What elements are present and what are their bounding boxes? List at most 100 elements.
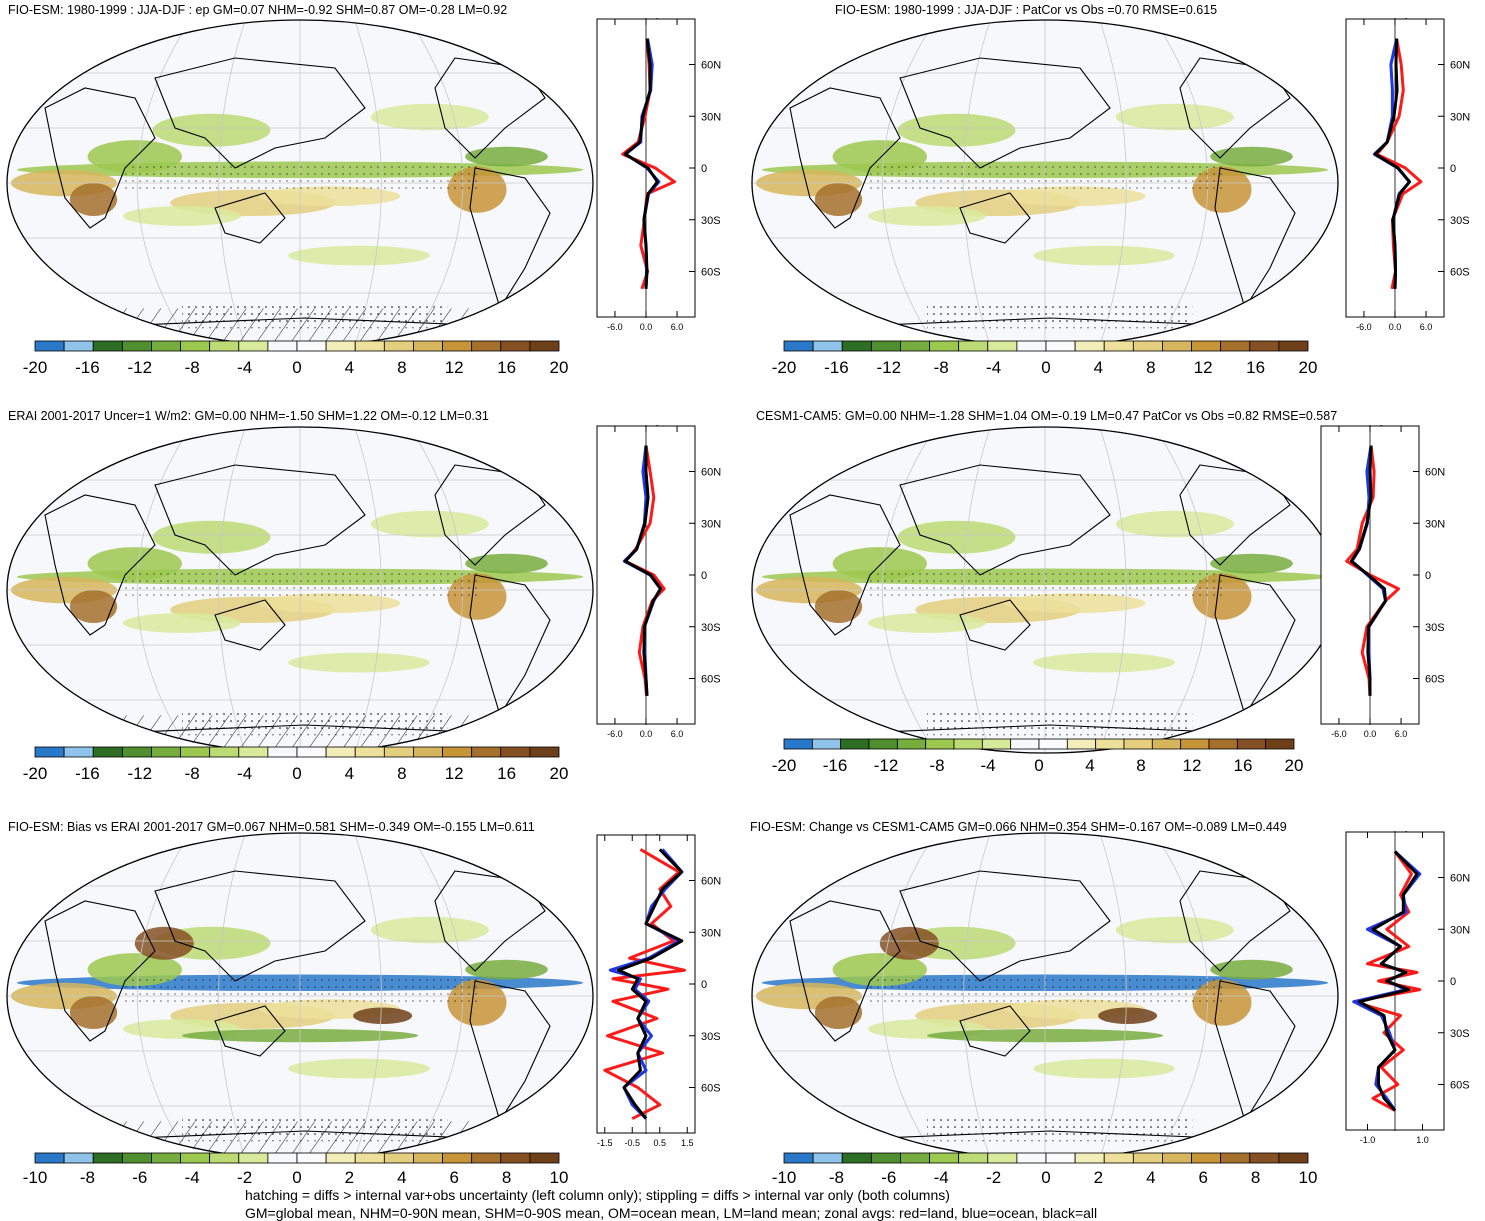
colorbar-swatch	[238, 746, 269, 758]
colorbar-swatch	[1191, 1152, 1222, 1164]
colorbar-swatch	[383, 746, 414, 758]
colorbar-swatch	[1162, 1152, 1192, 1164]
colorbar-label: -20	[22, 764, 48, 783]
colorbar-swatch	[296, 340, 327, 352]
colorbar-label: 8	[1250, 1168, 1261, 1187]
colorbar-label: -8	[933, 358, 949, 377]
colorbar-swatch	[870, 1152, 901, 1164]
colorbar-swatch	[471, 1152, 502, 1164]
colorbar	[783, 738, 1295, 750]
colorbar-swatch	[896, 738, 927, 750]
panel-title: CESM1-CAM5: GM=0.00 NHM=-1.28 SHM=1.04 O…	[756, 409, 1338, 423]
colorbar-label: 16	[497, 358, 517, 377]
colorbar-swatch	[1249, 1152, 1280, 1164]
colorbar-swatch	[1132, 340, 1163, 352]
zonal-tick-label: -6.0	[607, 729, 623, 739]
zonal-tick-label: 6.0	[1420, 322, 1433, 332]
colorbar-swatch	[180, 1152, 211, 1164]
colorbar-swatch	[92, 746, 123, 758]
colorbar-label: -20	[22, 358, 48, 377]
panel-title: FIO-ESM: Change vs CESM1-CAM5 GM=0.066 N…	[750, 820, 1287, 834]
all-zonal-line	[623, 38, 659, 289]
colorbar-label: -20	[771, 358, 797, 377]
colorbar-swatch	[900, 1152, 930, 1164]
colorbar-swatch	[783, 340, 814, 352]
zonal-mean-plot: mm/day 60N 30N 0 30S 60S -1.5 -0.5 0.5 1.5	[596, 834, 721, 1148]
colorbar-swatch	[500, 746, 531, 758]
lat-tick-label: 60N	[701, 876, 721, 888]
colorbar-label: -8	[184, 358, 200, 377]
zonal-tick-label: 0.0	[1364, 729, 1377, 739]
lat-tick-label: 30N	[1450, 111, 1470, 123]
land-zonal-line	[603, 848, 686, 1120]
all-zonal-line	[617, 848, 684, 1120]
colorbar-swatch	[413, 1152, 443, 1164]
lat-tick-label: 0	[1425, 570, 1431, 582]
lat-tick-label: 30S	[701, 1031, 721, 1043]
colorbar-label: -12	[127, 358, 153, 377]
colorbar-swatch	[953, 738, 983, 750]
lat-tick-label: 60N	[701, 467, 721, 479]
colorbar-swatch	[238, 1152, 269, 1164]
zonal-mean-plot: mm/day 60N 30N 0 30S 60S -6.0 0.0 6.0	[1345, 18, 1470, 332]
zonal-tick-label: 0.0	[640, 729, 653, 739]
colorbar-label: 0	[292, 764, 302, 783]
land-zonal-line	[623, 445, 666, 696]
colorbar-swatch	[121, 1152, 152, 1164]
all-zonal-line	[623, 445, 662, 696]
colorbar-swatch	[870, 340, 901, 352]
colorbar-label: 10	[549, 1168, 569, 1187]
colorbar-label: 0	[292, 1168, 302, 1187]
ocean-zonal-line	[608, 848, 684, 1120]
colorbar-label: 10	[1298, 1168, 1318, 1187]
colorbar-swatch	[529, 746, 560, 758]
lat-tick-label: 60N	[701, 60, 721, 72]
zonal-tick-label: -1.0	[1360, 1135, 1376, 1145]
all-zonal-line	[1357, 850, 1419, 1112]
zonal-tick-label: 6.0	[1395, 729, 1408, 739]
colorbar-swatch	[958, 340, 989, 352]
units-label: mm/day	[632, 18, 660, 19]
colorbar-swatch	[442, 1152, 473, 1164]
lat-tick-label: 30S	[701, 215, 721, 227]
colorbar-swatch	[840, 738, 870, 750]
colorbar-label: 12	[444, 358, 464, 377]
colorbar-swatch	[987, 340, 1018, 352]
colorbar-label: 0	[292, 358, 302, 377]
colorbar-swatch	[1208, 738, 1238, 750]
panel-title: FIO-ESM: Bias vs ERAI 2001-2017 GM=0.067…	[8, 820, 535, 834]
colorbar-label: -8	[184, 764, 200, 783]
colorbar-swatch	[151, 746, 181, 758]
all-zonal-line	[1349, 445, 1387, 696]
colorbar-label: 16	[1246, 358, 1266, 377]
colorbar-swatch	[325, 340, 356, 352]
colorbar-label: -16	[75, 358, 100, 377]
colorbar-label: -8	[828, 1168, 844, 1187]
colorbar-label: 20	[549, 764, 569, 783]
colorbar-label: -2	[986, 1168, 1002, 1187]
colorbar-swatch	[1180, 738, 1210, 750]
colorbar-swatch	[354, 746, 385, 758]
colorbar-label: -4	[237, 764, 253, 783]
colorbar	[783, 340, 1309, 352]
lat-tick-label: 60S	[701, 267, 721, 279]
lat-tick-label: 60N	[1450, 873, 1470, 885]
colorbar-swatch	[812, 1152, 843, 1164]
colorbar-swatch	[180, 746, 211, 758]
colorbar-swatch	[1074, 340, 1105, 352]
lat-tick-label: 60S	[701, 674, 721, 686]
colorbar-swatch	[900, 340, 930, 352]
units-label: mm/day	[1356, 425, 1384, 426]
colorbar-label: 20	[1298, 358, 1318, 377]
zonal-mean-plot: mm/day 60N 30N 0 30S 60S -6.0 0.0 6.0	[1320, 425, 1445, 739]
colorbar-label: 12	[1193, 358, 1213, 377]
colorbar-label: 6	[449, 1168, 459, 1187]
colorbar-swatch	[442, 340, 473, 352]
colorbar-swatch	[1220, 340, 1251, 352]
colorbar-label: -4	[184, 1168, 200, 1187]
colorbar-label: 0	[1034, 756, 1044, 775]
colorbar-label: -6	[881, 1168, 897, 1187]
colorbar-swatch	[296, 1152, 327, 1164]
colorbar-swatch	[63, 1152, 94, 1164]
units-label: mm/day	[632, 425, 660, 426]
